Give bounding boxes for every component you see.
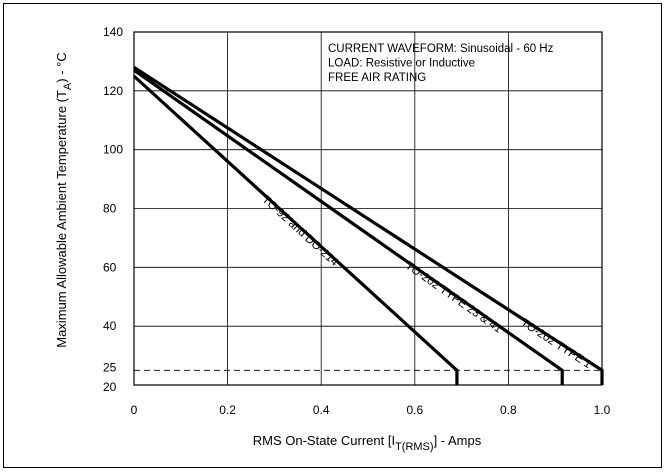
y-tick-labels: 20 25 40 60 80 100 120 140 bbox=[103, 25, 123, 394]
y-tick-label: 140 bbox=[103, 25, 123, 39]
x-tick-label: 0.8 bbox=[500, 403, 517, 417]
x-tick-label: 0 bbox=[131, 403, 138, 417]
series-label-3: TO-202 TYPE 1 bbox=[518, 317, 593, 371]
annotation-line: LOAD: Resistive or Inductive bbox=[328, 58, 475, 70]
annotation-line: CURRENT WAVEFORM: Sinusoidal - 60 Hz bbox=[328, 43, 554, 55]
x-tick-label: 0.2 bbox=[219, 403, 236, 417]
series-line-3 bbox=[133, 65, 604, 385]
series-group bbox=[132, 65, 604, 385]
x-tick-label: 0.6 bbox=[406, 403, 423, 417]
y-tick-label: 20 bbox=[103, 380, 117, 394]
x-tick-label: 0.4 bbox=[313, 403, 330, 417]
annotation-line: FREE AIR RATING bbox=[328, 72, 426, 84]
y-tick-label: 100 bbox=[103, 143, 123, 157]
grid bbox=[134, 32, 602, 385]
series-line-1 bbox=[132, 74, 459, 385]
y-tick-label: 40 bbox=[103, 319, 117, 333]
chart-frame bbox=[3, 3, 662, 468]
x-axis-label: RMS On-State Current [IT(RMS)] - Amps bbox=[253, 433, 482, 453]
y-tick-label: 80 bbox=[103, 202, 117, 216]
y-tick-label: 25 bbox=[103, 360, 117, 374]
annotation-group: CURRENT WAVEFORM: Sinusoidal - 60 Hz LOAD… bbox=[328, 43, 554, 84]
y-tick-label: 60 bbox=[103, 260, 117, 274]
x-tick-labels: 0 0.2 0.4 0.6 0.8 1.0 bbox=[131, 403, 611, 417]
series-line-2 bbox=[133, 68, 564, 385]
x-tick-label: 1.0 bbox=[594, 403, 611, 417]
y-tick-label: 120 bbox=[103, 84, 123, 98]
plot-area-border bbox=[133, 31, 603, 386]
y-axis-label: Maximum Allowable Ambient Temperature (T… bbox=[54, 52, 74, 348]
